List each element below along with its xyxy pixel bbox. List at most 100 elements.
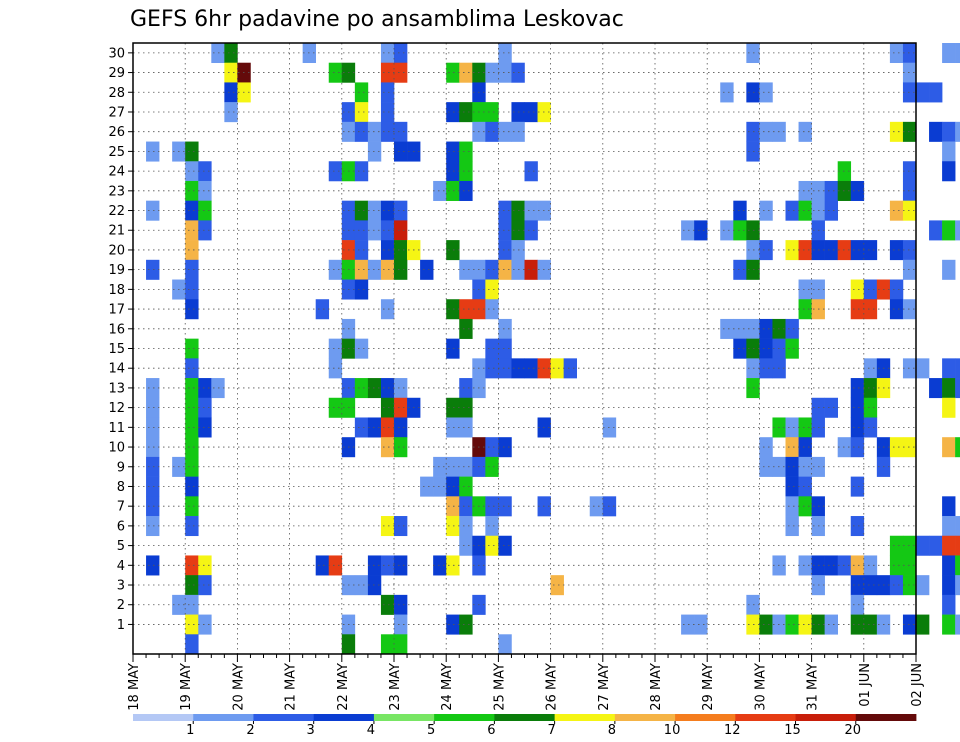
heatmap-cell [850, 180, 865, 201]
heatmap-cell [824, 200, 838, 221]
heatmap-cell [433, 456, 447, 477]
heatmap-cell [224, 43, 238, 64]
heatmap-cell [524, 220, 538, 241]
heatmap-cell [498, 240, 512, 261]
heatmap-cell [485, 299, 499, 320]
color-legend: 1 2 3 4 5 6 7 8 10 12 15 20 [133, 714, 917, 738]
legend-label: 15 [784, 723, 801, 738]
heatmap-cell [798, 121, 812, 142]
heatmap-cell [929, 220, 943, 241]
heatmap-cell [354, 220, 369, 241]
heatmap-cell [485, 62, 499, 83]
heatmap-cell [850, 397, 865, 418]
heatmap-cell [380, 516, 395, 537]
heatmap-cell [759, 437, 773, 458]
legend-label: 7 [547, 723, 555, 738]
heatmap-cell [863, 378, 878, 399]
y-tick-label: 4 [117, 559, 125, 574]
y-tick-label: 12 [108, 401, 125, 416]
legend-swatch [554, 714, 616, 721]
heatmap-cell [498, 634, 512, 655]
heatmap-cell [916, 82, 930, 103]
heatmap-cell [916, 614, 930, 635]
y-tick-label: 23 [108, 184, 125, 199]
heatmap-cell [433, 476, 447, 497]
heatmap-cell [929, 121, 943, 142]
heatmap-cell [889, 121, 904, 142]
legend-swatch [855, 714, 917, 721]
heatmap-cell [328, 555, 343, 576]
heatmap-cell [798, 279, 812, 300]
heatmap-cell [485, 496, 499, 517]
x-tick-label: 21 MAY [284, 663, 299, 711]
heatmap-cell [889, 43, 904, 64]
heatmap-cell [850, 279, 865, 300]
heatmap-cell [185, 516, 199, 537]
heatmap-cell [863, 575, 878, 596]
heatmap-cell [354, 82, 369, 103]
y-tick-label: 27 [108, 105, 125, 120]
heatmap-cell [380, 555, 395, 576]
heatmap-cell [824, 397, 838, 418]
legend-label: 3 [307, 723, 315, 738]
heatmap-cell [902, 575, 917, 596]
heatmap-cell [146, 476, 160, 497]
heatmap-cell [850, 575, 865, 596]
heatmap-cell [446, 397, 460, 418]
heatmap-cell [146, 141, 160, 162]
heatmap-cell [380, 259, 395, 280]
heatmap-cell [942, 378, 956, 399]
heatmap-cell [824, 614, 838, 635]
heatmap-cell [955, 220, 960, 241]
heatmap-cell [328, 62, 343, 83]
heatmap-cell [380, 378, 395, 399]
heatmap-cell [498, 496, 512, 517]
heatmap-cell [185, 299, 199, 320]
legend-swatch [434, 714, 495, 721]
heatmap-cell [902, 180, 917, 201]
heatmap-cell [394, 62, 408, 83]
heatmap-cell [863, 279, 878, 300]
heatmap-cell [863, 555, 878, 576]
heatmap-cell [524, 200, 538, 221]
heatmap-cell [328, 397, 343, 418]
heatmap-cell [889, 575, 904, 596]
heatmap-cell [485, 279, 499, 300]
heatmap-cell [446, 141, 460, 162]
heatmap-cell [785, 417, 799, 438]
heatmap-cell [550, 358, 564, 379]
heatmap-cell [380, 634, 395, 655]
heatmap-cell [341, 634, 356, 655]
x-tick-label: 29 MAY [701, 663, 716, 711]
legend-label: 2 [246, 723, 254, 738]
heatmap-cell [185, 200, 199, 221]
heatmap-cell [354, 161, 369, 182]
heatmap-cell [459, 102, 473, 123]
heatmap-cell [367, 141, 382, 162]
heatmap-cell [354, 279, 369, 300]
heatmap-cell [498, 437, 512, 458]
heatmap-cell [394, 634, 408, 655]
heatmap-cell [524, 102, 538, 123]
heatmap-cell [850, 614, 865, 635]
heatmap-cell [380, 82, 395, 103]
heatmap-cell [446, 102, 460, 123]
heatmap-cell [759, 121, 773, 142]
heatmap-cell [942, 496, 956, 517]
heatmap-cell [498, 62, 512, 83]
heatmap-cell [433, 555, 447, 576]
x-tick-label: 28 MAY [649, 663, 664, 711]
heatmap-cell [394, 200, 408, 221]
heatmap-cell [380, 299, 395, 320]
heatmap-cell [942, 535, 956, 556]
x-tick-label: 25 MAY [492, 663, 507, 711]
heatmap-cell [185, 476, 199, 497]
heatmap-cell [681, 614, 695, 635]
heatmap-cell [459, 456, 473, 477]
y-tick-label: 5 [117, 539, 125, 554]
heatmap-cell [498, 338, 512, 359]
legend-swatch [193, 714, 254, 721]
heatmap-cell [485, 358, 499, 379]
heatmap-cell [328, 358, 343, 379]
y-tick-label: 10 [108, 441, 125, 456]
